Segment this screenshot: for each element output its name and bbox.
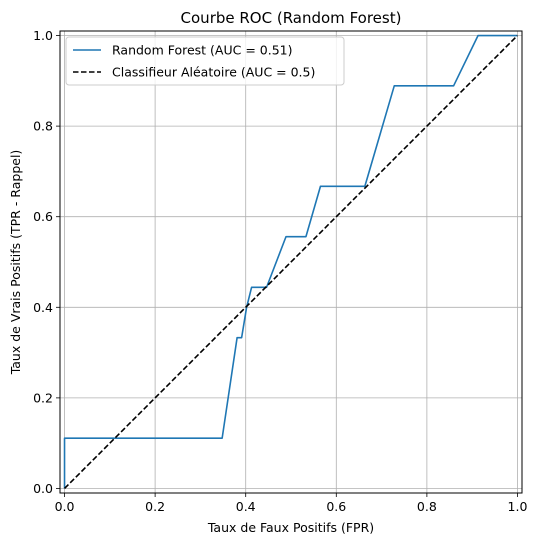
legend-box [65, 36, 345, 86]
x-tick-label: 1.0 [508, 499, 528, 514]
x-tick-label: 0.6 [326, 499, 346, 514]
grid-lines [60, 31, 522, 493]
x-axis-label: Taux de Faux Positifs (FPR) [207, 520, 374, 535]
y-tick-label: 1.0 [33, 28, 53, 43]
y-tick-label: 0.4 [33, 300, 53, 315]
plot-frame [59, 30, 523, 494]
x-tick-label: 0.0 [55, 499, 75, 514]
x-tick-label: 0.2 [145, 499, 165, 514]
series-line-random-forest [63, 34, 518, 489]
y-tick-label: 0.0 [33, 481, 53, 496]
series-line-random-classifier [63, 34, 519, 490]
legend-label-random-classifier: Classifieur Aléatoire (AUC = 0.5) [112, 65, 315, 80]
chart-title: Courbe ROC (Random Forest) [181, 9, 402, 27]
y-tick-label: 0.6 [33, 209, 53, 224]
legend: Random Forest (AUC = 0.51) Classifieur A… [65, 36, 345, 86]
y-tick-label: 0.2 [33, 390, 53, 405]
y-axis-label: Taux de Vrais Positifs (TPR - Rappel) [8, 150, 23, 376]
series-lines [63, 34, 519, 490]
axis-ticks: 0.0 0.2 0.4 0.6 0.8 1.0 0.0 0.2 0.4 0.6 0.8 1.0 [33, 28, 527, 514]
y-tick-label: 0.8 [33, 119, 53, 134]
x-tick-label: 0.4 [236, 499, 256, 514]
x-tick-label: 0.8 [417, 499, 437, 514]
legend-label-random-forest: Random Forest (AUC = 0.51) [112, 43, 293, 58]
